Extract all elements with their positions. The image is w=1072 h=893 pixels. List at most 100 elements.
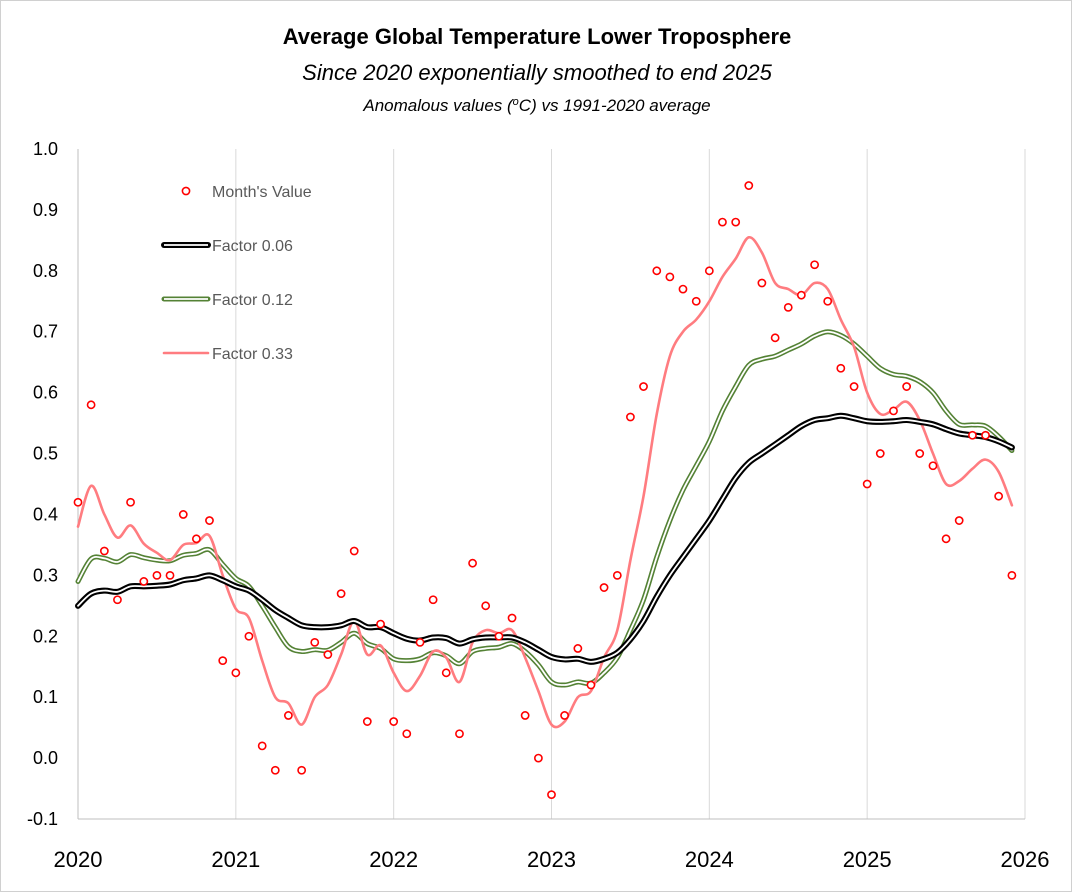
month-value-point [586,680,596,690]
series-line-factor-0-06-core [77,414,1013,663]
month-value-point [126,497,135,507]
month-value-point [691,296,701,306]
legend-marker-month-s-value [181,186,191,196]
month-value-point [257,741,267,751]
x-tick-label: 2025 [843,847,892,872]
month-value-point [113,595,122,605]
month-value-point [323,650,333,659]
y-tick-label: 0.3 [33,565,58,585]
month-value-point [507,613,517,623]
subtitle-suffix: ) vs 1991-2020 average [529,96,711,115]
month-value-point [231,668,241,678]
month-value-point [941,534,951,544]
x-tick-label: 2023 [527,847,576,872]
month-value-point [297,765,307,775]
month-value-point [704,266,714,276]
month-value-point [902,382,912,391]
month-value-point [178,510,188,519]
month-value-point [612,570,622,580]
month-value-point [968,430,977,440]
month-value-point [533,753,543,763]
month-value-point [757,278,767,288]
series-line-factor-0-33 [76,236,1014,729]
month-value-point [547,790,556,800]
month-value-point [875,449,885,458]
month-value-point [823,296,833,306]
y-tick-label: -0.1 [27,809,58,829]
month-value-point [86,400,96,410]
month-value-point [599,583,609,592]
month-value-point [310,637,320,647]
month-value-point [441,668,451,678]
series-line-factor-0-06 [75,412,1015,665]
y-tick-label: 0.4 [33,504,58,524]
y-tick-label: 0.2 [33,626,58,646]
month-value-point [362,717,372,726]
axes [77,149,1025,820]
month-value-point [165,570,175,580]
chart-subtitle: Since 2020 exponentially smoothed to end… [302,60,772,85]
month-value-point [218,656,228,666]
y-tick-label: 0.7 [33,322,58,342]
month-value-point [468,558,477,568]
series-line-factor-0-12 [75,329,1015,688]
month-value-points [73,181,1017,800]
series-line-factor-0-12-core [77,330,1013,686]
month-value-point [99,546,109,556]
month-value-point [494,631,504,641]
y-tick-label: 0.8 [33,261,58,281]
month-value-point [678,284,688,294]
y-tick-label: 0.6 [33,383,58,403]
legend-label-factor-0-33: Factor 0.33 [212,346,293,363]
month-value-point [718,217,727,227]
chart-subtitle-units: Anomalous values (oC) vs 1991-2020 avera… [362,96,710,115]
month-value-point [455,729,464,739]
x-tick-label: 2026 [1001,847,1050,872]
x-axis-ticks: 2020 2021 2022 2023 2024 2025 2026 [54,847,1050,872]
month-value-point [244,631,254,641]
month-value-point [191,534,201,544]
month-value-point [573,644,583,653]
month-value-point [402,729,412,739]
month-value-point [862,479,872,489]
month-value-point [139,577,149,586]
month-value-point [810,260,820,270]
y-tick-label: 0.9 [33,200,58,220]
month-value-point [994,491,1004,501]
month-value-point [981,430,990,440]
month-value-point [560,711,570,720]
month-value-point [928,461,938,471]
month-value-point [915,449,925,458]
month-value-point [626,412,635,422]
series-lines [75,236,1015,729]
y-tick-label: 1.0 [33,139,58,159]
month-value-point [336,589,346,599]
month-value-point [954,516,964,525]
month-value-point [270,765,280,775]
y-tick-label: 0.1 [33,687,58,707]
y-tick-label: 0.0 [33,748,58,768]
month-value-point [283,711,293,720]
month-value-point [520,711,530,720]
month-value-point [73,497,83,507]
month-value-point [796,290,806,300]
month-value-point [152,570,162,580]
subtitle-prefix: Anomalous values ( [362,96,515,115]
x-tick-label: 2020 [54,847,103,872]
month-value-point [731,217,741,227]
grid-lines [235,149,1026,819]
month-value-point [428,595,438,605]
month-value-point [205,516,214,525]
subtitle-unit: C [519,96,532,115]
month-value-point [481,601,491,611]
y-tick-label: 0.5 [33,444,58,464]
month-value-point [889,406,898,416]
x-tick-label: 2024 [685,847,734,872]
month-value-point [744,181,754,190]
chart-title: Average Global Temperature Lower Troposp… [283,24,792,49]
month-value-point [836,363,846,373]
month-value-point [415,637,425,647]
legend-label-factor-0-12: Factor 0.12 [212,292,293,309]
